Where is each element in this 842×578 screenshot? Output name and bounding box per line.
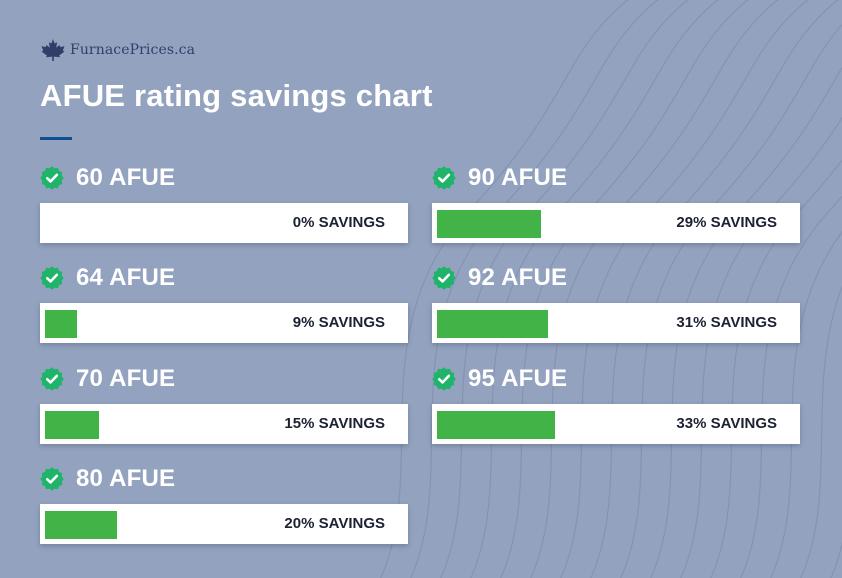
savings-value-label: 33% SAVINGS bbox=[676, 415, 777, 432]
savings-bar-fill bbox=[45, 511, 117, 539]
afue-label-row: 80 AFUE bbox=[40, 464, 408, 494]
afue-label-row: 92 AFUE bbox=[432, 263, 800, 293]
check-badge-icon bbox=[40, 467, 64, 491]
maple-leaf-icon bbox=[41, 39, 65, 61]
afue-item: 80 AFUE 20% SAVINGS bbox=[40, 464, 408, 544]
savings-value-label: 29% SAVINGS bbox=[676, 214, 777, 231]
wave-line bbox=[770, 231, 842, 578]
afue-label: 80 AFUE bbox=[76, 465, 176, 492]
check-badge-icon bbox=[432, 367, 456, 391]
afue-label-row: 70 AFUE bbox=[40, 364, 408, 394]
check-badge-icon bbox=[40, 266, 64, 290]
afue-label: 60 AFUE bbox=[76, 164, 176, 191]
title-underline bbox=[40, 137, 72, 140]
savings-value-label: 0% SAVINGS bbox=[292, 214, 385, 231]
afue-label: 92 AFUE bbox=[468, 264, 568, 291]
savings-bar-fill bbox=[45, 310, 78, 338]
afue-label: 70 AFUE bbox=[76, 365, 176, 392]
wave-line bbox=[800, 285, 842, 578]
chart-title: AFUE rating savings chart bbox=[40, 78, 433, 113]
afue-label: 90 AFUE bbox=[468, 164, 568, 191]
wave-line bbox=[740, 195, 842, 578]
savings-bar-fill bbox=[437, 210, 541, 238]
afue-item: 95 AFUE 33% SAVINGS bbox=[432, 364, 800, 444]
savings-bar: 15% SAVINGS bbox=[40, 404, 408, 444]
afue-label: 95 AFUE bbox=[468, 365, 568, 392]
savings-bar: 0% SAVINGS bbox=[40, 203, 408, 243]
afue-item: 64 AFUE 9% SAVINGS bbox=[40, 263, 408, 343]
afue-label-row: 90 AFUE bbox=[432, 163, 800, 193]
savings-bar-fill bbox=[437, 411, 556, 439]
savings-bar: 29% SAVINGS bbox=[432, 203, 800, 243]
afue-label: 64 AFUE bbox=[76, 264, 176, 291]
savings-bar-fill bbox=[437, 310, 548, 338]
check-badge-icon bbox=[40, 166, 64, 190]
brand-logo: FurnacePrices.ca bbox=[40, 38, 195, 62]
afue-item: 70 AFUE 15% SAVINGS bbox=[40, 364, 408, 444]
check-badge-icon bbox=[40, 367, 64, 391]
savings-bar: 31% SAVINGS bbox=[432, 303, 800, 343]
check-badge-icon bbox=[432, 266, 456, 290]
wave-line bbox=[830, 541, 842, 578]
savings-value-label: 20% SAVINGS bbox=[284, 515, 385, 532]
check-badge-icon bbox=[432, 166, 456, 190]
savings-value-label: 9% SAVINGS bbox=[292, 314, 385, 331]
savings-bar: 20% SAVINGS bbox=[40, 504, 408, 544]
afue-label-row: 64 AFUE bbox=[40, 263, 408, 293]
savings-bar: 33% SAVINGS bbox=[432, 404, 800, 444]
afue-item: 92 AFUE 31% SAVINGS bbox=[432, 263, 800, 343]
brand-name: FurnacePrices.ca bbox=[70, 42, 196, 58]
savings-bar: 9% SAVINGS bbox=[40, 303, 408, 343]
savings-value-label: 15% SAVINGS bbox=[284, 415, 385, 432]
savings-value-label: 31% SAVINGS bbox=[676, 314, 777, 331]
afue-item: 60 AFUE 0% SAVINGS bbox=[40, 163, 408, 243]
savings-bar-fill bbox=[45, 411, 99, 439]
afue-label-row: 60 AFUE bbox=[40, 163, 408, 193]
afue-label-row: 95 AFUE bbox=[432, 364, 800, 394]
afue-item: 90 AFUE 29% SAVINGS bbox=[432, 163, 800, 243]
